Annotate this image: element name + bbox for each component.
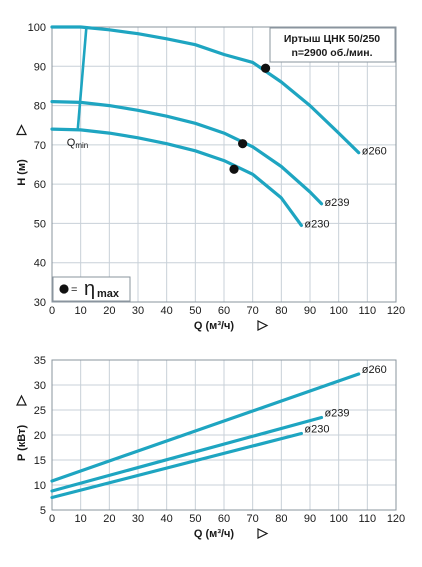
legend-eta-sub: max [97,288,120,300]
series-label-1: ø239 [324,408,349,420]
legend-equals: = [71,284,77,296]
qmin-label-sub: min [75,141,88,150]
x-tick-label: 0 [49,513,55,525]
series-line-1 [50,100,324,206]
qmin-label: Qmin [67,137,88,150]
x-tick-label: 0 [49,305,55,317]
series-label-1: ø239 [324,197,349,209]
x-tick-label: 90 [304,305,316,317]
x-tick-label: 70 [247,305,259,317]
x-tick-label: 60 [218,305,230,317]
y-tick-label: 100 [28,22,46,34]
plot-frame [51,359,397,511]
x-tick-label: 100 [329,513,347,525]
legend-eta: η [84,278,95,300]
series-line-2 [50,431,303,500]
y-tick-label: 25 [34,405,46,417]
x-tick-label: 50 [189,513,201,525]
info-box-line1: Иртыш ЦНК 50/250 [284,33,380,45]
info-box-line2: n=2900 об./мин. [291,47,372,59]
series-label-2: ø230 [304,424,329,436]
y-tick-label: 30 [34,380,46,392]
y-tick-label: 15 [34,455,46,467]
y-tick-label: 40 [34,258,46,270]
series-line-2 [50,127,303,227]
x-tick-label: 100 [329,305,347,317]
x-tick-label: 50 [189,305,201,317]
x-tick-label: 30 [132,513,144,525]
y-tick-label: 10 [34,480,46,492]
x-tick-label: 70 [247,513,259,525]
series-line-0 [50,372,361,483]
y-tick-label: 90 [34,61,46,73]
series-label-0: ø260 [362,364,387,376]
y-tick-label: 5 [40,505,46,517]
x-tick-label: 80 [275,513,287,525]
power-chart: 0 10 20 30 40 50 60 70 80 90 100 110 120 5 10 15 20 25 30 3… [16,355,405,540]
x-tick-label: 80 [275,305,287,317]
series-label-0: ø260 [362,146,387,158]
x-tick-label: 90 [304,513,316,525]
x-tick-label: 40 [161,305,173,317]
x-tick-label: 20 [103,305,115,317]
y-tick-label: 50 [34,218,46,230]
info-box [269,27,396,63]
x-axis-label: Q (м³/ч) [194,320,235,332]
y-axis-arrow-icon [16,124,27,136]
x-tick-label: 60 [218,513,230,525]
x-tick-label: 120 [387,305,405,317]
x-axis-arrow-icon [257,320,269,331]
y-tick-label: 35 [34,355,46,367]
x-tick-label: 120 [387,513,405,525]
plot-frame [51,26,397,303]
x-axis-label: Q (м³/ч) [194,528,235,540]
y-axis-arrow-icon [16,394,27,406]
series-label-2: ø230 [304,218,329,230]
y-axis-label: P (кВт) [16,425,28,462]
x-axis-arrow-icon [257,528,269,539]
series-line-0 [50,25,361,155]
y-axis-label: H (м) [16,159,28,186]
series-line-1 [50,415,324,493]
y-tick-label: 80 [34,101,46,113]
head-chart: 0 10 20 30 40 50 60 70 80 90 100 110 120 30 40 50 60 70 80… [16,22,405,332]
qmin-line [76,26,88,130]
y-tick-label: 70 [34,140,46,152]
y-tick-label: 60 [34,179,46,191]
x-tick-label: 110 [359,513,377,525]
x-tick-label: 20 [103,513,115,525]
y-tick-label: 20 [34,430,46,442]
qmin-label-main: Q [67,137,76,149]
x-tick-label: 30 [132,305,144,317]
legend-marker [59,284,69,294]
eta-max-point-2 [229,164,239,174]
eta-max-point-1 [238,139,248,149]
x-tick-label: 40 [161,513,173,525]
eta-max-point-0 [260,63,271,73]
x-tick-label: 10 [75,305,87,317]
x-tick-label: 10 [75,513,87,525]
y-tick-label: 30 [34,297,46,309]
x-tick-label: 110 [359,305,377,317]
